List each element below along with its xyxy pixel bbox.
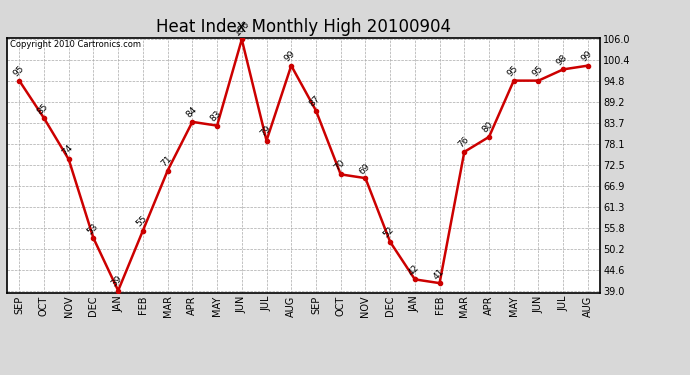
Text: 55: 55 xyxy=(135,214,149,228)
Text: 53: 53 xyxy=(85,222,99,236)
Text: 85: 85 xyxy=(36,102,50,116)
Text: 80: 80 xyxy=(481,120,495,135)
Text: 76: 76 xyxy=(456,135,471,150)
Text: 84: 84 xyxy=(184,105,199,120)
Text: 71: 71 xyxy=(159,154,174,168)
Text: 83: 83 xyxy=(209,109,224,123)
Text: 106: 106 xyxy=(233,19,252,37)
Text: 69: 69 xyxy=(357,162,372,176)
Text: 42: 42 xyxy=(406,263,421,277)
Text: 74: 74 xyxy=(61,143,75,157)
Text: 95: 95 xyxy=(506,64,520,78)
Text: 95: 95 xyxy=(530,64,544,78)
Text: 87: 87 xyxy=(308,94,322,108)
Text: Copyright 2010 Cartronics.com: Copyright 2010 Cartronics.com xyxy=(10,40,141,49)
Text: 52: 52 xyxy=(382,225,396,240)
Text: 79: 79 xyxy=(258,124,273,138)
Text: 95: 95 xyxy=(11,64,26,78)
Title: Heat Index Monthly High 20100904: Heat Index Monthly High 20100904 xyxy=(156,18,451,36)
Text: 41: 41 xyxy=(431,267,446,281)
Text: 98: 98 xyxy=(555,53,569,67)
Text: 70: 70 xyxy=(333,158,347,172)
Text: 99: 99 xyxy=(283,49,297,63)
Text: 99: 99 xyxy=(580,49,594,63)
Text: 39: 39 xyxy=(110,274,124,288)
